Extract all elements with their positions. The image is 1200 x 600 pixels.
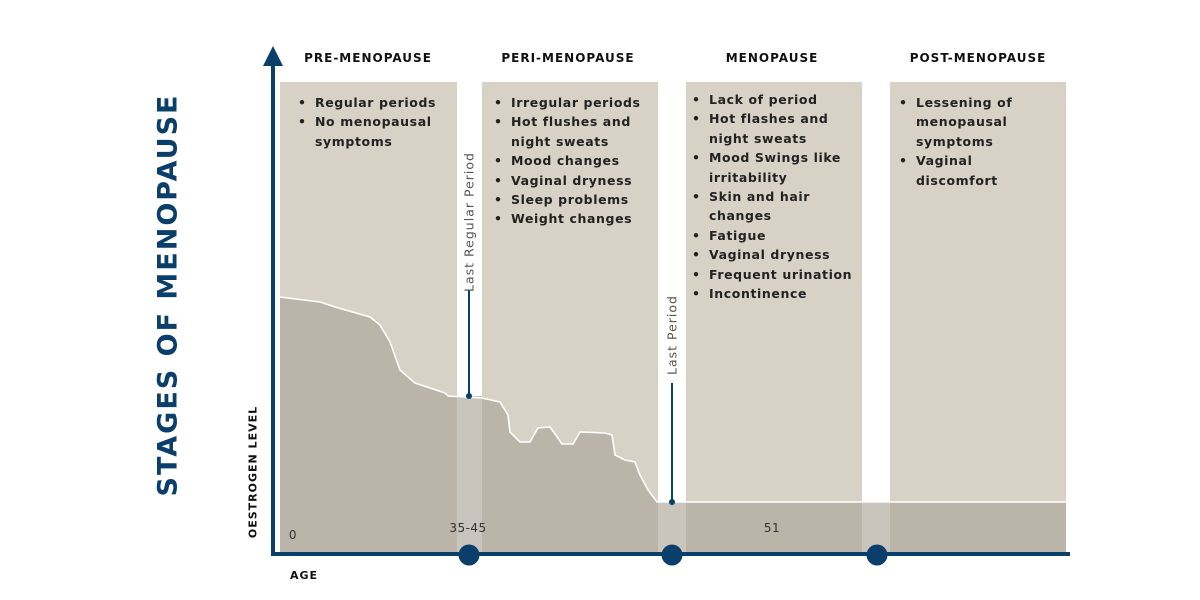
stage-list-menopause: Lack of period Hot flashes and night swe… bbox=[689, 90, 861, 304]
y-axis-label: OESTROGEN LEVEL bbox=[246, 405, 260, 539]
stage-list-peri: Irregular periods Hot flushes and night … bbox=[491, 93, 651, 229]
list-item: Fatigue bbox=[689, 226, 861, 246]
list-item: Weight changes bbox=[491, 209, 651, 229]
axis-node bbox=[458, 544, 480, 566]
stage-title-menopause: MENOPAUSE bbox=[725, 51, 819, 65]
list-item: Sleep problems bbox=[491, 190, 651, 210]
axis-node bbox=[866, 544, 888, 566]
list-item: Incontinence bbox=[689, 284, 861, 304]
x-axis-label: AGE bbox=[290, 569, 319, 582]
y-axis-arrow-icon bbox=[263, 46, 283, 66]
stage-list-pre: Regular periods No menopausal symptoms bbox=[295, 93, 455, 151]
list-item: Hot flushes and night sweats bbox=[491, 112, 651, 151]
list-item: Mood Swings like irritability bbox=[689, 148, 861, 187]
list-item: Vaginal dryness bbox=[491, 171, 651, 191]
list-item: No menopausal symptoms bbox=[295, 112, 455, 151]
stage-title-pre: PRE-MENOPAUSE bbox=[304, 51, 432, 65]
list-item: Frequent urination bbox=[689, 265, 861, 285]
last-period-dot bbox=[669, 499, 675, 505]
last-period-label: Last Period bbox=[664, 295, 680, 375]
last-regular-period-label: Last Regular Period bbox=[461, 152, 477, 292]
last-regular-period-dot bbox=[466, 393, 472, 399]
age-label: 35-45 bbox=[449, 521, 487, 535]
list-item: Hot flashes and night sweats bbox=[689, 109, 861, 148]
gap-band bbox=[862, 502, 890, 553]
list-item: Skin and hair changes bbox=[689, 187, 861, 226]
list-item: Lessening of menopausal symptoms bbox=[896, 93, 1036, 151]
page-title: STAGES OF MENOPAUSE bbox=[152, 93, 184, 497]
list-item: Lack of period bbox=[689, 90, 861, 110]
list-item: Vaginal discomfort bbox=[896, 151, 1036, 190]
age-label: 51 bbox=[763, 521, 781, 535]
axis-node bbox=[661, 544, 683, 566]
stage-title-peri: PERI-MENOPAUSE bbox=[501, 51, 635, 65]
stage-list-post: Lessening of menopausal symptoms Vaginal… bbox=[896, 93, 1036, 190]
list-item: Mood changes bbox=[491, 151, 651, 171]
gap-band bbox=[457, 396, 482, 553]
list-item: Irregular periods bbox=[491, 93, 651, 113]
oestrogen-curve-line bbox=[279, 296, 1066, 503]
stage-title-post: POST-MENOPAUSE bbox=[909, 51, 1047, 65]
list-item: Vaginal dryness bbox=[689, 245, 861, 265]
list-item: Regular periods bbox=[295, 93, 455, 113]
age-label: 0 bbox=[288, 528, 298, 542]
